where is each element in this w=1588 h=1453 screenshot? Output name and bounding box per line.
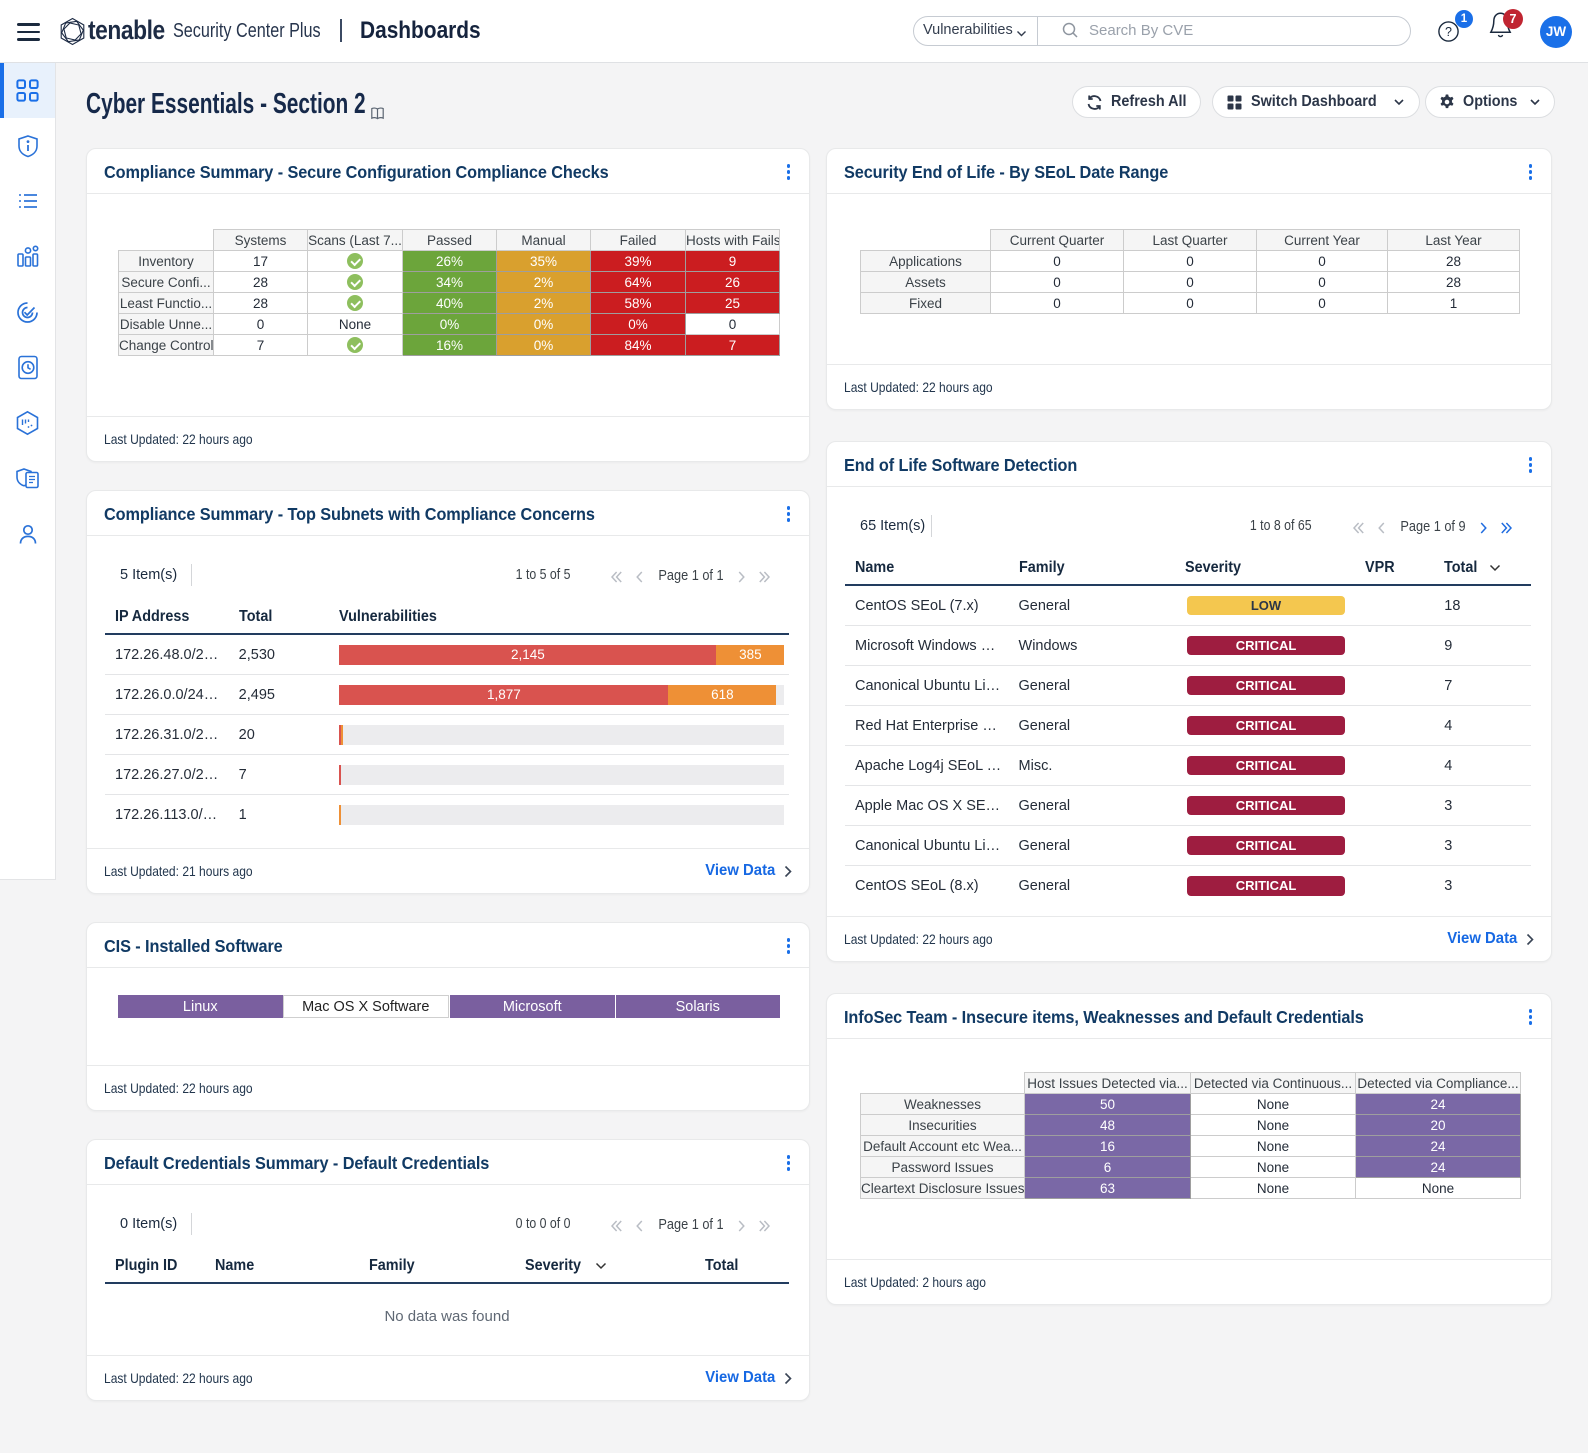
svg-text:?: ? [1445, 25, 1452, 39]
